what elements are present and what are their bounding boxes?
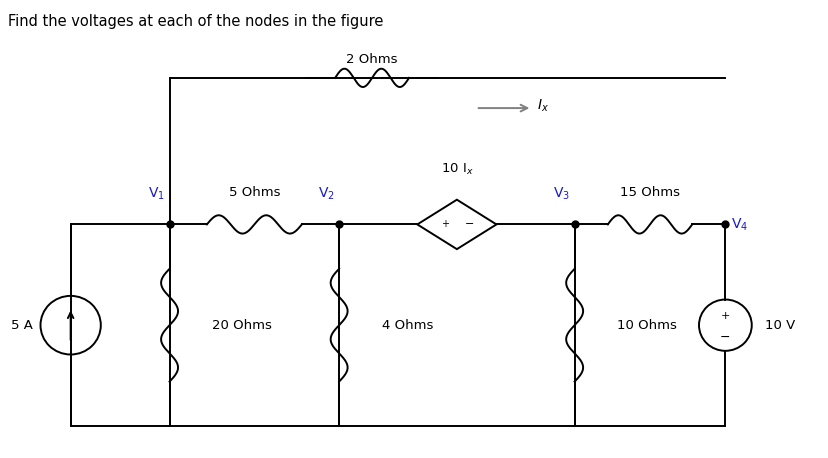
- Text: −: −: [720, 331, 729, 344]
- Text: 4 Ohms: 4 Ohms: [381, 319, 432, 332]
- Text: 10 I$_x$: 10 I$_x$: [440, 162, 473, 177]
- Text: V$_4$: V$_4$: [730, 216, 748, 233]
- Text: 15 Ohms: 15 Ohms: [619, 186, 679, 199]
- Text: 5 Ohms: 5 Ohms: [229, 186, 280, 199]
- Text: 5 A: 5 A: [11, 319, 32, 332]
- Text: +: +: [440, 219, 448, 229]
- Text: V$_1$: V$_1$: [147, 185, 165, 202]
- Text: Find the voltages at each of the nodes in the figure: Find the voltages at each of the nodes i…: [8, 14, 383, 29]
- Text: −: −: [464, 219, 474, 229]
- Text: I$_x$: I$_x$: [537, 98, 548, 114]
- Text: +: +: [720, 311, 729, 321]
- Text: V$_2$: V$_2$: [317, 185, 334, 202]
- Text: 20 Ohms: 20 Ohms: [212, 319, 272, 332]
- Text: V$_3$: V$_3$: [552, 185, 569, 202]
- Text: 10 Ohms: 10 Ohms: [616, 319, 676, 332]
- Text: 2 Ohms: 2 Ohms: [346, 53, 397, 66]
- Text: 10 V: 10 V: [764, 319, 794, 332]
